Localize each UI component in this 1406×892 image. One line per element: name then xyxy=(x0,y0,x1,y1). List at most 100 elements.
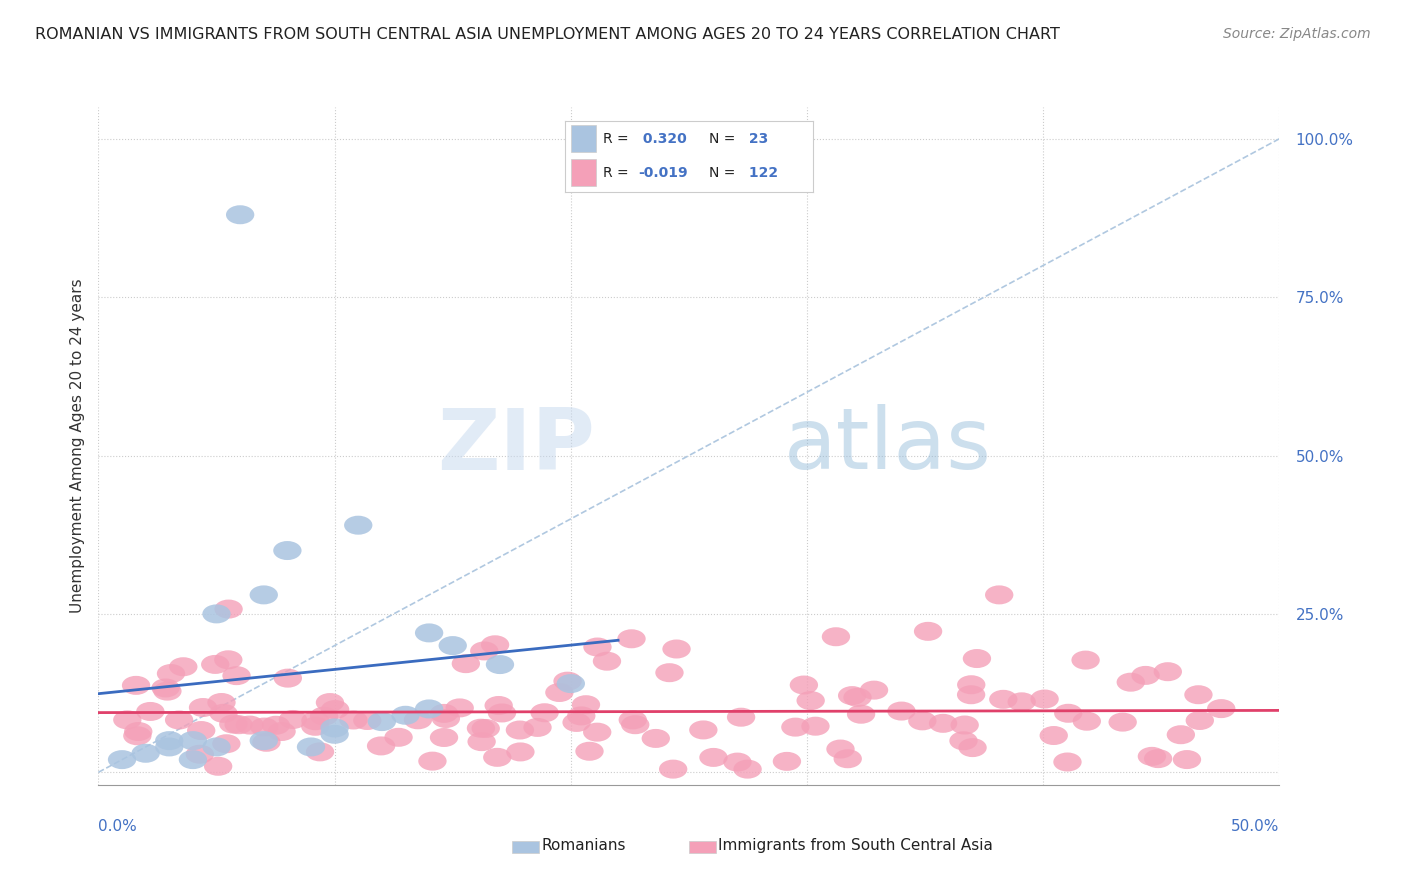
Ellipse shape xyxy=(179,731,207,750)
Ellipse shape xyxy=(301,717,329,736)
Text: atlas: atlas xyxy=(783,404,991,488)
Ellipse shape xyxy=(124,722,152,741)
Ellipse shape xyxy=(1071,650,1099,670)
Ellipse shape xyxy=(418,752,447,771)
Text: ZIP: ZIP xyxy=(437,404,595,488)
Ellipse shape xyxy=(214,599,243,618)
Ellipse shape xyxy=(699,747,728,767)
Ellipse shape xyxy=(368,712,396,731)
Ellipse shape xyxy=(1053,753,1081,772)
Ellipse shape xyxy=(1039,726,1069,745)
Ellipse shape xyxy=(506,721,534,739)
Text: 0.0%: 0.0% xyxy=(98,819,138,834)
Ellipse shape xyxy=(214,650,242,669)
Ellipse shape xyxy=(1008,692,1036,711)
Ellipse shape xyxy=(152,679,180,698)
Ellipse shape xyxy=(1073,712,1101,731)
Ellipse shape xyxy=(1137,747,1166,766)
Ellipse shape xyxy=(108,750,136,769)
Ellipse shape xyxy=(827,739,855,758)
Ellipse shape xyxy=(481,635,509,655)
Ellipse shape xyxy=(790,675,818,695)
Ellipse shape xyxy=(689,721,717,739)
Ellipse shape xyxy=(567,706,596,725)
Ellipse shape xyxy=(202,605,231,624)
Ellipse shape xyxy=(486,655,515,674)
Ellipse shape xyxy=(838,686,866,705)
Ellipse shape xyxy=(209,704,238,723)
Ellipse shape xyxy=(471,719,501,738)
Ellipse shape xyxy=(554,672,582,690)
Ellipse shape xyxy=(391,706,419,725)
Ellipse shape xyxy=(1054,704,1083,723)
Ellipse shape xyxy=(467,719,495,738)
Ellipse shape xyxy=(136,702,165,721)
Ellipse shape xyxy=(963,649,991,668)
Ellipse shape xyxy=(225,715,253,734)
Ellipse shape xyxy=(734,760,762,779)
Ellipse shape xyxy=(957,685,986,705)
Ellipse shape xyxy=(307,742,335,762)
Ellipse shape xyxy=(316,693,344,712)
Text: Immigrants from South Central Asia: Immigrants from South Central Asia xyxy=(718,838,994,854)
Ellipse shape xyxy=(404,710,432,730)
Ellipse shape xyxy=(384,728,413,747)
Ellipse shape xyxy=(415,699,443,718)
Ellipse shape xyxy=(641,729,669,747)
Ellipse shape xyxy=(575,742,603,761)
Ellipse shape xyxy=(222,666,250,685)
Ellipse shape xyxy=(957,675,986,694)
Ellipse shape xyxy=(439,636,467,655)
Ellipse shape xyxy=(122,676,150,695)
Ellipse shape xyxy=(659,760,688,779)
Ellipse shape xyxy=(1184,685,1212,704)
Ellipse shape xyxy=(583,638,612,657)
Text: 50.0%: 50.0% xyxy=(1232,819,1279,834)
Ellipse shape xyxy=(250,717,278,737)
Ellipse shape xyxy=(430,704,458,723)
Ellipse shape xyxy=(165,710,193,730)
Ellipse shape xyxy=(1173,750,1201,769)
Ellipse shape xyxy=(155,738,183,756)
Ellipse shape xyxy=(415,624,443,642)
Ellipse shape xyxy=(1154,662,1182,681)
Ellipse shape xyxy=(485,696,513,715)
Y-axis label: Unemployment Among Ages 20 to 24 years: Unemployment Among Ages 20 to 24 years xyxy=(69,278,84,614)
Ellipse shape xyxy=(1116,673,1144,691)
Ellipse shape xyxy=(860,681,889,699)
Ellipse shape xyxy=(250,731,278,750)
Ellipse shape xyxy=(236,715,264,735)
Ellipse shape xyxy=(655,663,683,682)
Ellipse shape xyxy=(226,205,254,224)
Ellipse shape xyxy=(1167,725,1195,744)
Ellipse shape xyxy=(723,753,752,772)
Ellipse shape xyxy=(430,728,458,747)
Ellipse shape xyxy=(908,711,936,731)
Ellipse shape xyxy=(252,732,281,752)
Ellipse shape xyxy=(782,718,810,737)
Ellipse shape xyxy=(124,726,152,746)
Ellipse shape xyxy=(179,750,207,769)
Ellipse shape xyxy=(1206,699,1236,718)
Text: ROMANIAN VS IMMIGRANTS FROM SOUTH CENTRAL ASIA UNEMPLOYMENT AMONG AGES 20 TO 24 : ROMANIAN VS IMMIGRANTS FROM SOUTH CENTRA… xyxy=(35,27,1060,42)
Ellipse shape xyxy=(801,716,830,736)
Text: Romanians: Romanians xyxy=(541,838,626,854)
Ellipse shape xyxy=(112,710,142,730)
FancyBboxPatch shape xyxy=(512,840,538,853)
Ellipse shape xyxy=(986,585,1014,605)
Ellipse shape xyxy=(617,629,645,648)
Ellipse shape xyxy=(821,627,851,646)
Ellipse shape xyxy=(273,541,301,560)
Ellipse shape xyxy=(949,731,977,750)
Ellipse shape xyxy=(844,688,872,707)
Ellipse shape xyxy=(446,698,474,717)
Ellipse shape xyxy=(309,706,339,726)
Ellipse shape xyxy=(321,718,349,738)
Ellipse shape xyxy=(914,622,942,640)
Ellipse shape xyxy=(132,744,160,763)
Ellipse shape xyxy=(1108,713,1137,731)
Ellipse shape xyxy=(488,704,516,723)
Ellipse shape xyxy=(796,691,825,710)
Ellipse shape xyxy=(169,657,197,676)
Ellipse shape xyxy=(572,695,600,714)
